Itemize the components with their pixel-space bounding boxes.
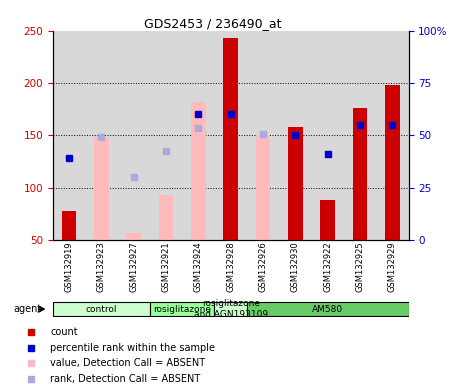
Text: control: control	[85, 305, 117, 314]
Bar	[85, 31, 118, 240]
Bar	[376, 31, 409, 240]
Text: GSM132927: GSM132927	[129, 241, 138, 292]
Text: GSM132926: GSM132926	[258, 241, 268, 292]
Text: GSM132924: GSM132924	[194, 241, 203, 292]
Text: rosiglitazone: rosiglitazone	[153, 305, 211, 314]
Text: GSM132921: GSM132921	[162, 241, 170, 292]
Bar	[353, 108, 367, 240]
Bar	[182, 31, 214, 240]
Text: rosiglitazone
and AGN193109: rosiglitazone and AGN193109	[194, 300, 268, 319]
Bar	[53, 31, 85, 240]
Text: percentile rank within the sample: percentile rank within the sample	[50, 343, 215, 353]
Bar	[150, 31, 182, 240]
Text: rank, Detection Call = ABSENT: rank, Detection Call = ABSENT	[50, 374, 201, 384]
Bar	[288, 127, 302, 240]
Text: GSM132930: GSM132930	[291, 241, 300, 292]
Text: GSM132919: GSM132919	[64, 241, 73, 292]
Text: agent: agent	[13, 304, 41, 314]
Bar	[256, 136, 270, 240]
Text: GSM132922: GSM132922	[323, 241, 332, 292]
Bar	[118, 31, 150, 240]
Bar	[191, 102, 206, 240]
Bar	[62, 211, 76, 240]
FancyBboxPatch shape	[247, 302, 409, 316]
Bar	[312, 31, 344, 240]
FancyBboxPatch shape	[214, 302, 247, 316]
Bar	[320, 200, 335, 240]
Text: GSM132928: GSM132928	[226, 241, 235, 292]
Bar	[224, 38, 238, 240]
Bar	[94, 137, 109, 240]
Bar	[159, 195, 173, 240]
Bar	[279, 31, 312, 240]
Text: GSM132925: GSM132925	[356, 241, 364, 292]
Text: AM580: AM580	[312, 305, 343, 314]
Bar	[247, 31, 279, 240]
Text: value, Detection Call = ABSENT: value, Detection Call = ABSENT	[50, 358, 206, 368]
Text: GSM132923: GSM132923	[97, 241, 106, 292]
Bar	[344, 31, 376, 240]
Title: GDS2453 / 236490_at: GDS2453 / 236490_at	[144, 17, 282, 30]
Bar	[385, 85, 400, 240]
Bar	[126, 233, 141, 240]
Text: count: count	[50, 327, 78, 337]
Text: GSM132929: GSM132929	[388, 241, 397, 292]
Bar	[214, 31, 247, 240]
FancyBboxPatch shape	[150, 302, 214, 316]
FancyBboxPatch shape	[53, 302, 150, 316]
